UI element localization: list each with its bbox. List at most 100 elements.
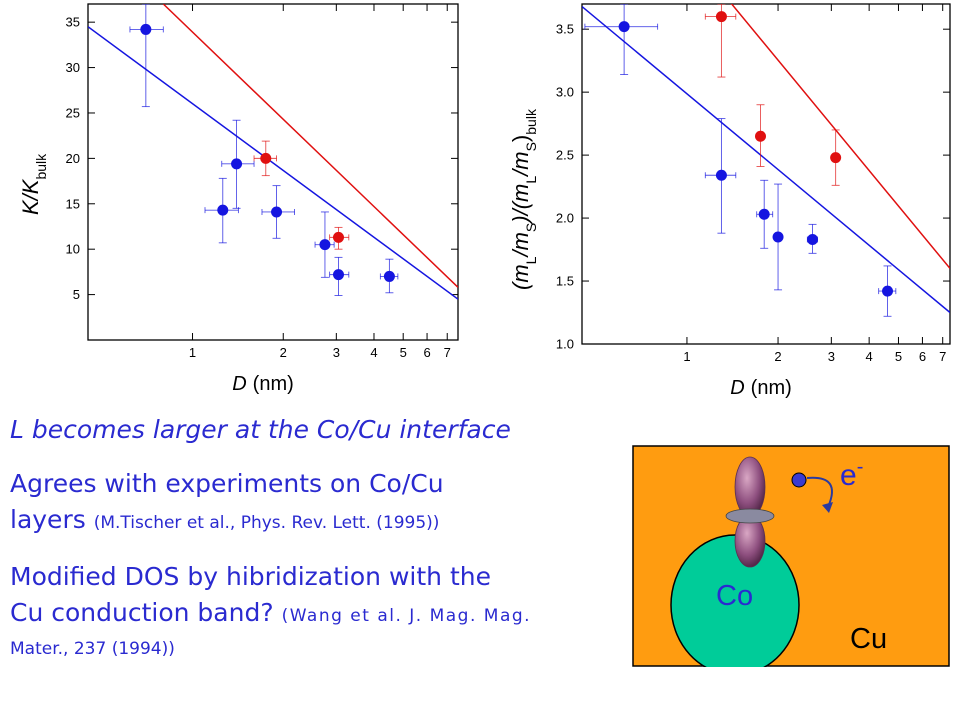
data-point-series-0: [217, 204, 229, 216]
data-point-series-1: [715, 11, 727, 23]
y-tick-label: 3.0: [556, 85, 574, 100]
electron-arrow-head: [822, 502, 833, 513]
y-tick-label: 15: [66, 196, 80, 211]
data-point-series-0: [882, 285, 894, 297]
data-point-series-0: [715, 169, 727, 181]
y-axis-label: K/Kbulk: [18, 153, 49, 215]
y-axis-label-part: ): [508, 135, 533, 142]
statement-modified-text-2: Cu conduction band?: [10, 598, 274, 627]
chart-right-svg: 1 2 3 4 5 6 71.01.52.02.53.03.5D (nm)(mL/mS)/(m…: [508, 3, 951, 399]
data-point-series-1: [830, 152, 842, 164]
y-tick-label: 20: [66, 151, 80, 166]
data-point-series-0: [383, 270, 395, 282]
chart-left-svg: 1 2 3 4 5 6 7 5 10 15 20 25 30 35 D (nm) K/Kbulk: [18, 3, 459, 395]
statement-agrees-text-2: layers: [10, 505, 86, 534]
y-axis-label-part: L: [523, 176, 539, 184]
plot-area: [88, 4, 458, 300]
reference-wang-2: Mater., 237 (1994)): [10, 634, 622, 664]
y-tick-label: 5: [73, 287, 80, 302]
statement-agrees: Agrees with experiments on Co/Cu: [10, 466, 622, 502]
statement-modified: Modified DOS by hibridization with the: [10, 559, 622, 595]
x-tick-label: 5: [895, 349, 902, 364]
fit-line-series-1: [162, 4, 458, 288]
y-tick-label: 10: [66, 242, 80, 257]
data-point-series-0: [140, 23, 152, 35]
electron-icon: [791, 472, 807, 488]
y-tick-label: 30: [66, 60, 80, 75]
y-axis-label-part: (m: [508, 264, 533, 290]
co-cu-figure: e- Co Cu: [632, 445, 950, 676]
x-tick-label: 3: [333, 345, 340, 360]
data-point-series-0: [618, 21, 630, 33]
statement-modified-2: Cu conduction band? (Wang et al. J. Mag.…: [10, 595, 622, 634]
x-axis-label-unit: (nm): [751, 377, 792, 399]
data-point-series-1: [332, 231, 344, 243]
x-tick-label: 4: [370, 345, 377, 360]
data-point-series-1: [260, 152, 272, 164]
x-axis-label: D (nm): [730, 377, 792, 399]
y-tick-label: 35: [66, 15, 80, 30]
y-axis-label-part: L: [523, 256, 539, 264]
data-point-series-0: [332, 269, 344, 281]
statement-agrees-text: Agrees with experiments on Co/Cu: [10, 469, 444, 498]
y-axis-label-part: S: [523, 223, 539, 232]
co-cu-svg: e- Co Cu: [632, 445, 950, 676]
cu-label: Cu: [850, 623, 887, 655]
x-tick-label: 6: [919, 349, 926, 364]
y-axis-label-main: K/K: [18, 178, 43, 215]
x-tick-label: 1: [683, 349, 690, 364]
data-point-series-0: [231, 158, 243, 170]
fit-line-series-0: [582, 5, 950, 314]
data-point-series-0: [319, 239, 331, 251]
orbital-torus: [725, 508, 775, 524]
y-tick-label: 2.0: [556, 211, 574, 226]
y-axis-label-part: )/(m: [508, 184, 533, 226]
y-tick-label: 1.0: [556, 337, 574, 352]
y-tick-label: 2.5: [556, 148, 574, 163]
statement-interface-text: L becomes larger at the Co/Cu interface: [10, 415, 511, 444]
x-axis-label-var: D: [730, 377, 744, 399]
plot-frame: [581, 3, 951, 345]
reference-wang: (Wang et al. J. Mag. Mag.: [281, 606, 532, 626]
data-point-series-0: [807, 233, 819, 245]
fit-line-series-1: [730, 4, 950, 269]
plot-frame: [87, 3, 459, 341]
x-tick-label: 1: [189, 345, 196, 360]
statement-modified-text: Modified DOS by hibridization with the: [10, 562, 491, 591]
data-point-series-0: [772, 231, 784, 243]
x-tick-label: 6: [423, 345, 430, 360]
y-axis-label-part: S: [523, 142, 539, 151]
x-tick-label: 2: [280, 345, 287, 360]
x-tick-label: 3: [828, 349, 835, 364]
x-axis-label: D (nm): [232, 373, 294, 395]
y-axis-label-part: /m: [508, 232, 533, 258]
data-point-series-1: [754, 130, 766, 142]
co-label: Co: [716, 580, 753, 612]
x-tick-label: 5: [400, 345, 407, 360]
statement-agrees-2: layers (M.Tischer et al., Phys. Rev. Let…: [10, 502, 622, 541]
data-point-series-0: [758, 208, 770, 220]
x-tick-label: 4: [866, 349, 873, 364]
y-tick-label: 1.5: [556, 274, 574, 289]
text-block: L becomes larger at the Co/Cu interface …: [10, 412, 622, 664]
x-axis-label-unit: (nm): [253, 373, 294, 395]
y-tick-label: 25: [66, 105, 80, 120]
chart-right: 1 2 3 4 5 6 7 1.0 1.5 2.0 2.5 3.0 3.5 D (nm) (mL/mS)/(m…: [480, 0, 960, 410]
data-point-series-0: [271, 206, 283, 218]
fit-line-series-0: [88, 26, 458, 300]
electron-label: e-: [840, 456, 863, 492]
reference-tischer: (M.Tischer et al., Phys. Rev. Lett. (199…: [93, 513, 440, 533]
plot-area: [582, 4, 950, 317]
statement-interface: L becomes larger at the Co/Cu interface: [10, 412, 622, 448]
y-axis-label-part: bulk: [523, 108, 539, 135]
x-tick-label: 7: [444, 345, 451, 360]
chart-left: 1 2 3 4 5 6 7 5 10 15 20 25 30 35 D (nm) K/Kbulk: [0, 0, 470, 410]
x-tick-label: 7: [939, 349, 946, 364]
orbital-upper-lobe: [734, 456, 766, 518]
electron-arrow-path: [806, 476, 833, 508]
y-axis-label: (mL/mS)/(mL/mS)bulk: [508, 108, 539, 290]
reference-wang-text-2: Mater., 237 (1994)): [10, 639, 175, 659]
y-axis-label-sub: bulk: [33, 153, 49, 180]
y-axis-label-part: /m: [508, 151, 533, 177]
x-tick-label: 2: [774, 349, 781, 364]
